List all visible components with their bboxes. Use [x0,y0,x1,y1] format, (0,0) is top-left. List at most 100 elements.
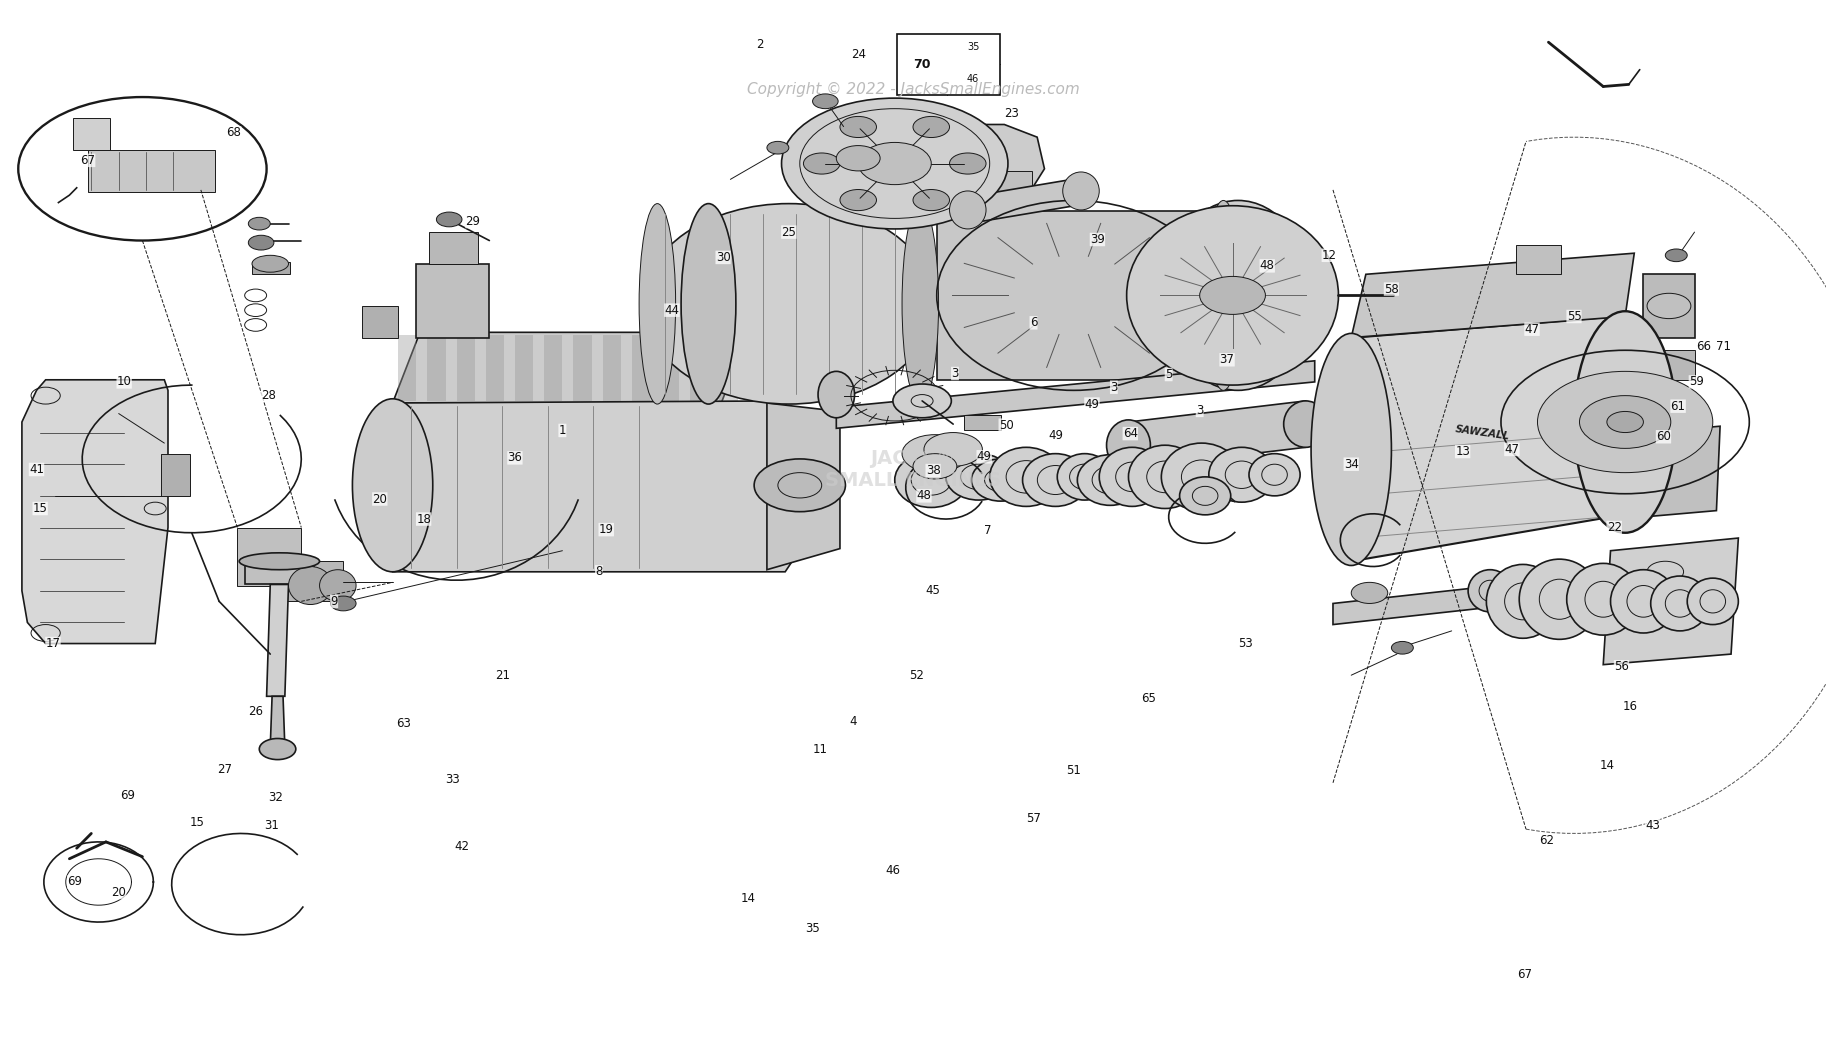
Text: 15: 15 [190,817,205,829]
Text: 55: 55 [1567,310,1581,323]
Text: 48: 48 [917,490,931,502]
Text: 11: 11 [813,743,827,755]
Text: 68: 68 [226,127,241,139]
Text: 63: 63 [396,717,411,730]
Text: 30: 30 [716,251,730,264]
Text: 18: 18 [416,513,431,525]
Text: 58: 58 [1384,283,1399,295]
Text: 46: 46 [886,864,900,877]
Ellipse shape [352,399,433,572]
Text: 21: 21 [495,669,509,682]
Polygon shape [515,335,533,401]
Ellipse shape [893,384,951,418]
Ellipse shape [1057,454,1112,500]
Ellipse shape [840,116,876,137]
Text: 59: 59 [1689,376,1704,388]
Polygon shape [544,335,562,401]
Ellipse shape [924,433,982,466]
Text: 12: 12 [1322,249,1337,262]
Ellipse shape [1647,293,1691,319]
Ellipse shape [1665,249,1687,262]
Ellipse shape [1128,445,1202,509]
Text: 41: 41 [29,463,44,476]
Text: 48: 48 [1260,260,1275,272]
Ellipse shape [1249,222,1286,369]
Ellipse shape [990,447,1063,506]
Text: 49: 49 [977,450,992,463]
Text: Copyright © 2022 - JacksSmallEngines.com: Copyright © 2022 - JacksSmallEngines.com [747,82,1079,97]
Ellipse shape [320,570,356,601]
Text: 20: 20 [111,886,126,899]
Text: 65: 65 [1141,692,1156,705]
Ellipse shape [436,212,462,227]
Ellipse shape [782,98,1008,229]
Polygon shape [429,232,478,264]
Ellipse shape [1127,206,1338,385]
Ellipse shape [913,190,950,211]
Polygon shape [1351,316,1616,561]
Polygon shape [1351,253,1634,338]
Text: 31: 31 [265,819,279,831]
Ellipse shape [643,204,935,404]
Ellipse shape [836,146,880,171]
Text: 34: 34 [1344,458,1359,471]
Ellipse shape [913,116,950,137]
Ellipse shape [1512,572,1556,614]
Ellipse shape [289,567,332,605]
Polygon shape [427,335,446,401]
Text: 8: 8 [595,565,603,578]
Text: 42: 42 [455,840,469,852]
Ellipse shape [1519,559,1600,639]
Text: 5: 5 [1165,368,1172,381]
Ellipse shape [1205,200,1242,390]
Ellipse shape [803,153,840,174]
Polygon shape [603,335,621,401]
Text: 26: 26 [248,705,263,717]
Ellipse shape [950,153,986,174]
Polygon shape [456,335,475,401]
Text: 22: 22 [1607,521,1621,534]
Ellipse shape [1486,564,1559,638]
Text: 20: 20 [373,493,387,505]
Text: 49: 49 [1085,398,1099,410]
Text: 44: 44 [665,304,679,316]
Text: 49: 49 [1048,429,1063,442]
Ellipse shape [681,204,736,404]
Text: 66: 66 [1696,340,1711,352]
Bar [849,171,1032,192]
Text: 67: 67 [1517,968,1532,981]
Polygon shape [643,272,935,335]
Polygon shape [1516,245,1561,274]
Ellipse shape [1607,411,1643,433]
Text: 47: 47 [1525,323,1539,335]
Text: 13: 13 [1455,445,1470,458]
Ellipse shape [813,94,838,109]
Text: 10: 10 [117,376,131,388]
Polygon shape [416,264,489,338]
Text: 3: 3 [951,367,959,380]
Ellipse shape [1116,456,1167,498]
Text: 37: 37 [1220,353,1234,366]
Ellipse shape [248,235,274,250]
Text: 70: 70 [913,58,931,71]
Ellipse shape [1468,570,1512,612]
Polygon shape [836,298,880,338]
Polygon shape [836,361,1315,428]
Text: 16: 16 [1623,701,1638,713]
Ellipse shape [767,141,789,154]
Ellipse shape [1209,447,1275,502]
Ellipse shape [858,142,931,185]
Ellipse shape [239,553,320,570]
Polygon shape [632,335,650,401]
Text: 15: 15 [33,502,47,515]
Text: 57: 57 [1026,812,1041,825]
Text: 27: 27 [217,763,232,775]
Ellipse shape [1574,311,1676,533]
Ellipse shape [1311,333,1391,565]
Polygon shape [1603,538,1738,665]
Ellipse shape [1063,172,1099,210]
Ellipse shape [818,371,855,418]
Polygon shape [719,335,738,401]
Text: 14: 14 [1600,760,1614,772]
Text: 38: 38 [926,464,940,477]
